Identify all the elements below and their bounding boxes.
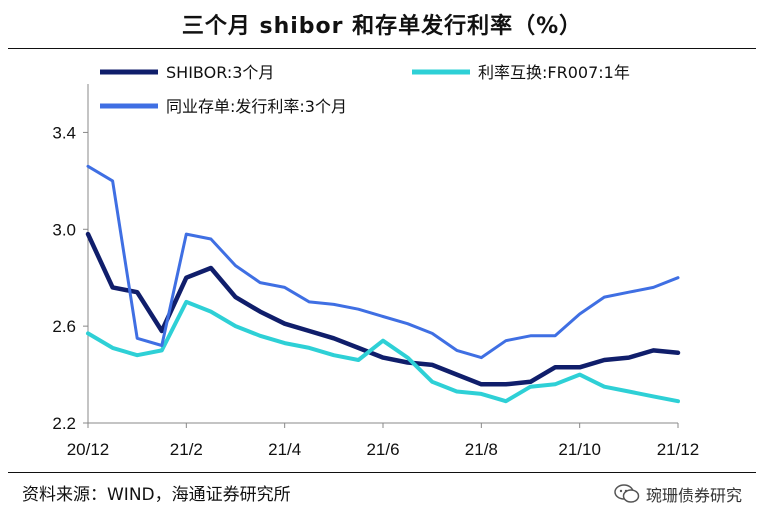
x-tick-label: 21/8 xyxy=(465,440,498,459)
watermark-text: 琬珊债券研究 xyxy=(645,486,742,505)
watermark: 琬珊债券研究 xyxy=(614,482,742,506)
title-top-rule xyxy=(8,48,756,49)
x-tick-label: 20/12 xyxy=(67,440,110,459)
x-tick-label: 21/2 xyxy=(170,440,203,459)
series-line-3 xyxy=(86,164,680,360)
chart-axes: 2.2 2.6 3.0 3.4 20/12 21/2 21/4 21/6 21/8 21/10 21… xyxy=(52,84,699,459)
legend-label: SHIBOR:3个月 xyxy=(166,63,274,82)
y-tick-label: 2.6 xyxy=(52,317,76,336)
x-tick-label: 21/4 xyxy=(268,440,301,459)
series-line-1 xyxy=(85,231,681,387)
y-tick-label: 3.4 xyxy=(52,123,76,142)
x-tick-label: 21/10 xyxy=(558,440,601,459)
footer-rule xyxy=(8,472,756,473)
chart-title: 三个月 shibor 和存单发行利率（%） xyxy=(181,14,583,39)
chart-series xyxy=(85,164,681,404)
source-note: 资料来源：WIND，海通证券研究所 xyxy=(22,485,291,505)
y-tick-label: 2.2 xyxy=(52,414,76,433)
chart-title-bar: 三个月 shibor 和存单发行利率（%） xyxy=(0,0,764,48)
x-tick-label: 21/12 xyxy=(657,440,700,459)
legend-label: 利率互换:FR007:1年 xyxy=(478,63,630,82)
y-tick-label: 3.0 xyxy=(52,220,76,239)
legend-label: 同业存单:发行利率:3个月 xyxy=(166,97,347,116)
x-tick-label: 21/6 xyxy=(366,440,399,459)
line-chart: 2.2 2.6 3.0 3.4 20/12 21/2 21/4 21/6 21/8 21/10 21… xyxy=(52,63,699,459)
wechat-icon xyxy=(614,484,640,503)
